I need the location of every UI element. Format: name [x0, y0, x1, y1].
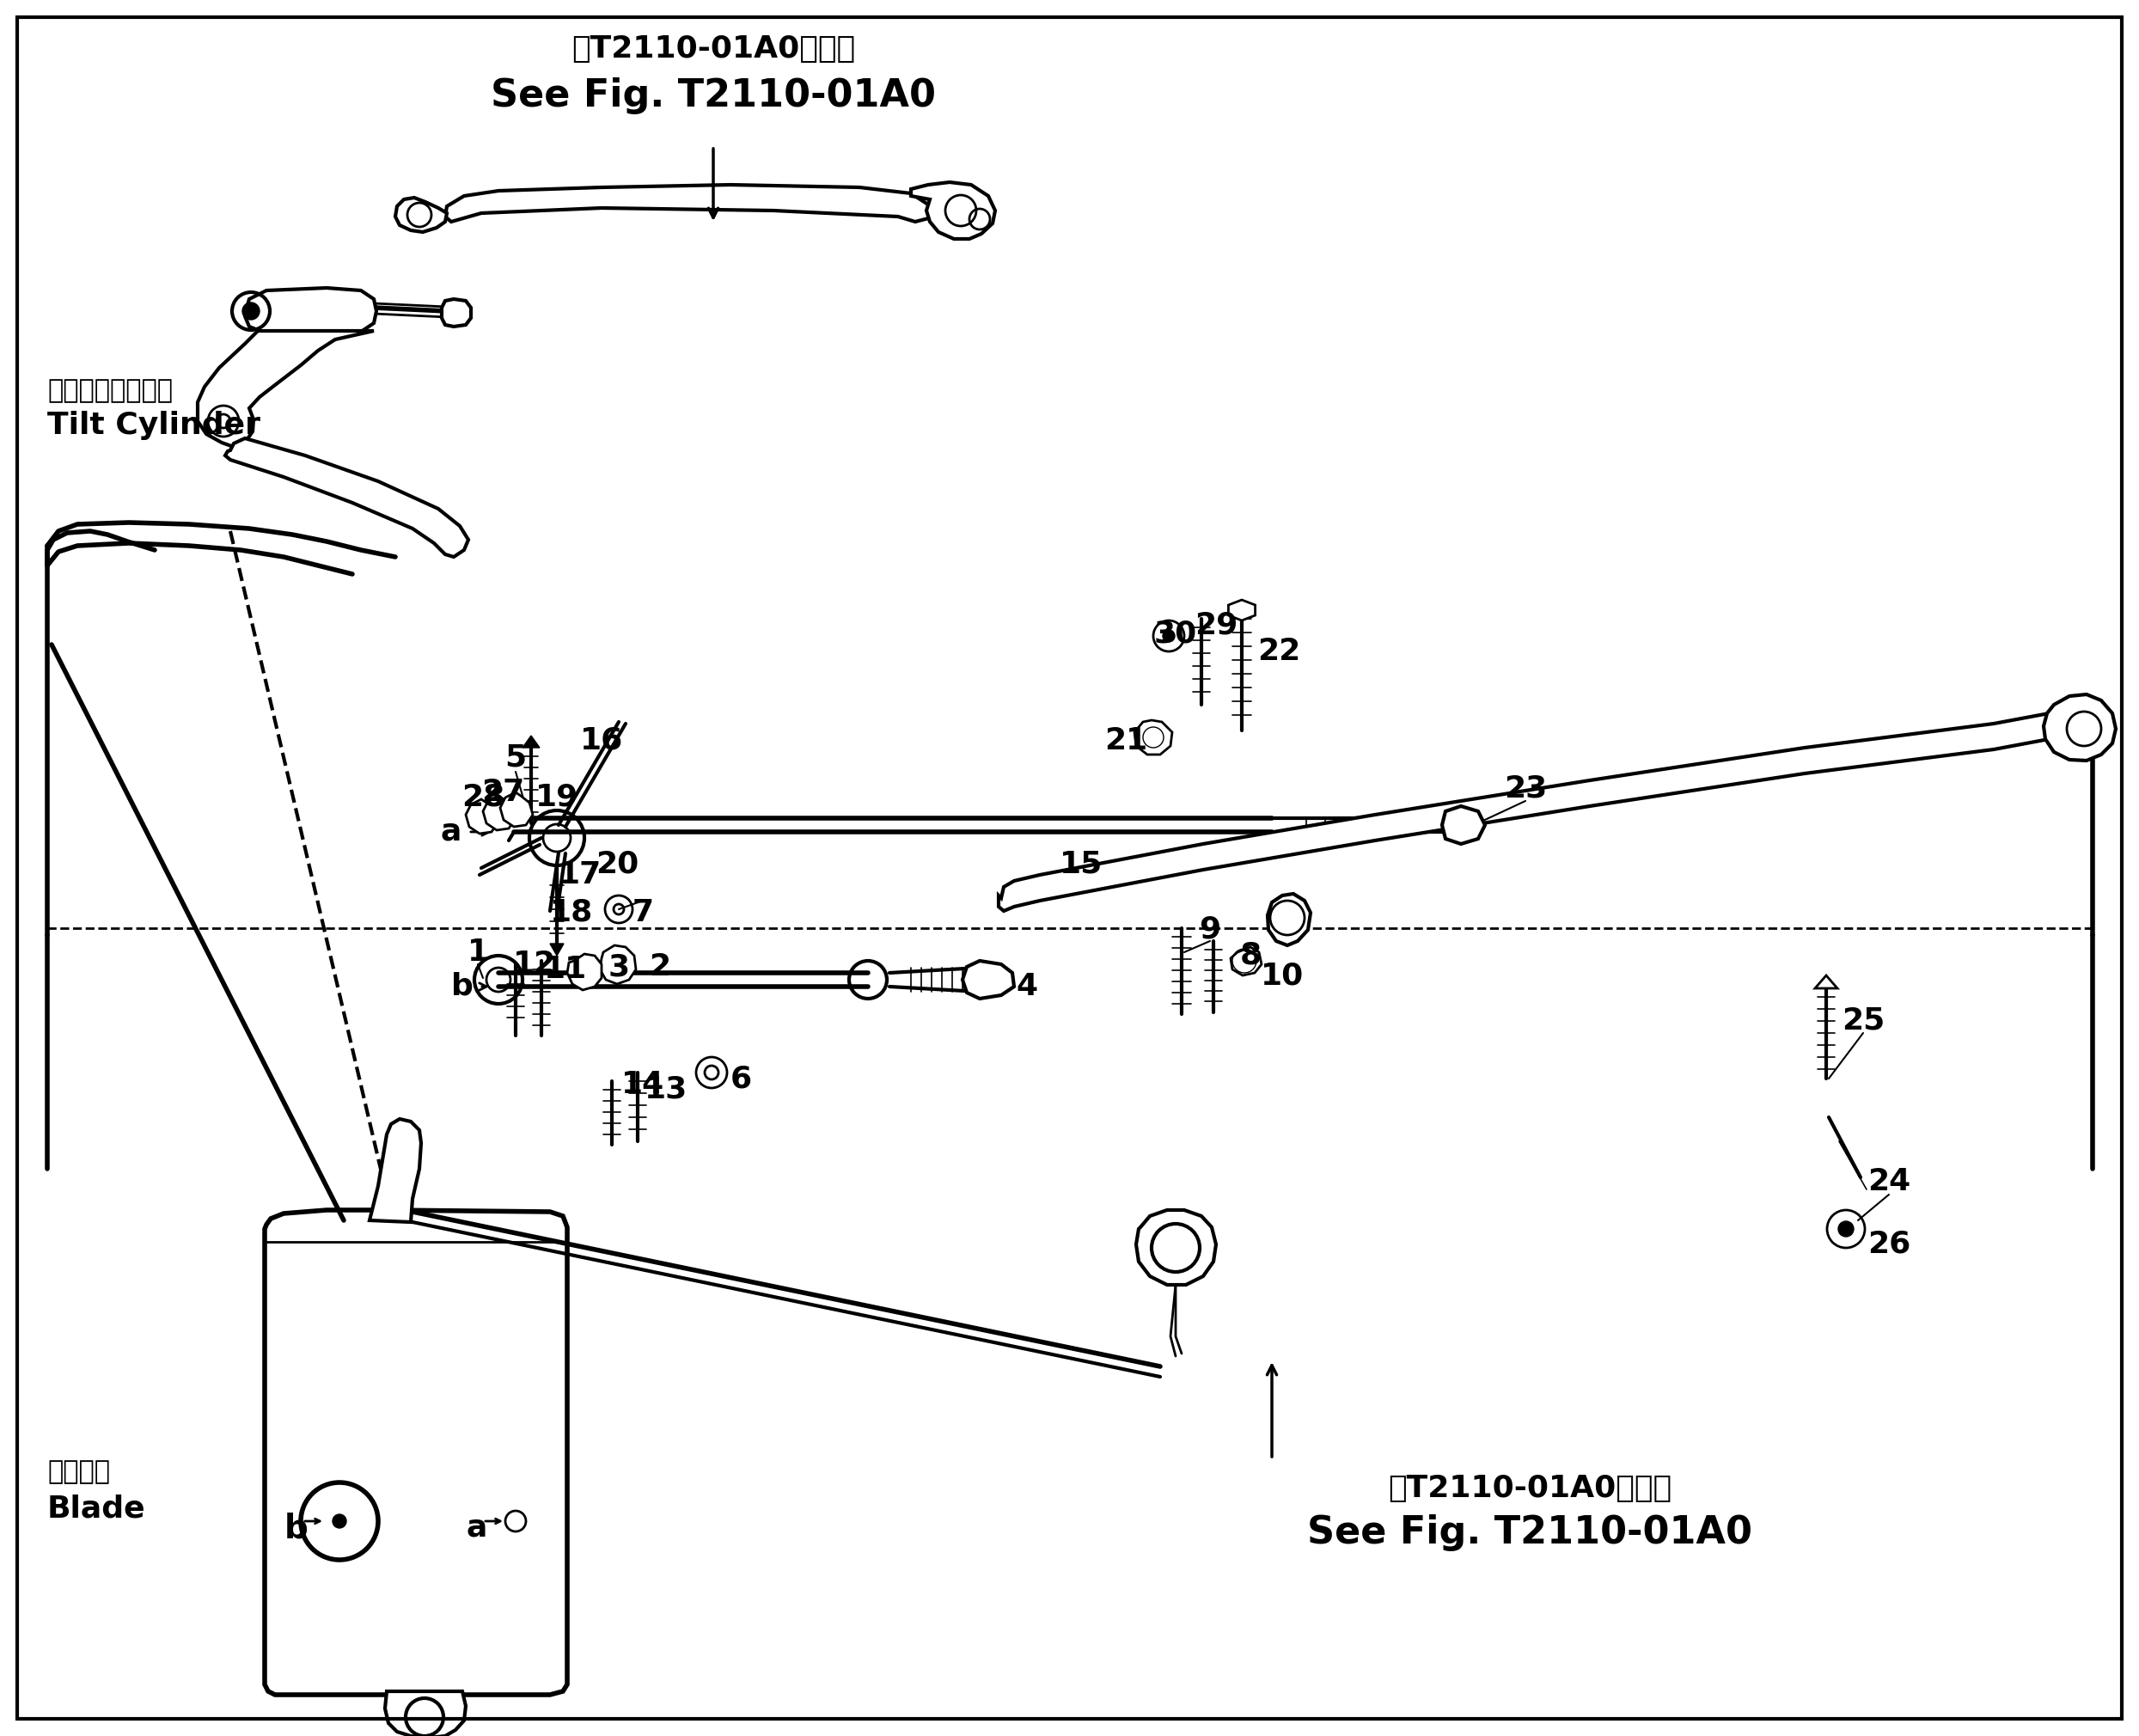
Text: 10: 10 — [1260, 960, 1305, 990]
Text: 3: 3 — [607, 953, 629, 981]
Text: 26: 26 — [1867, 1229, 1910, 1259]
Text: a: a — [441, 818, 462, 847]
Text: 27: 27 — [481, 778, 524, 807]
Polygon shape — [1136, 1210, 1217, 1285]
Polygon shape — [963, 960, 1014, 998]
Text: 17: 17 — [558, 861, 601, 889]
Polygon shape — [550, 944, 565, 955]
Text: 29: 29 — [1194, 611, 1238, 641]
Polygon shape — [1230, 948, 1262, 976]
Text: b: b — [284, 1512, 308, 1545]
Polygon shape — [599, 946, 635, 984]
Text: 28: 28 — [462, 783, 505, 812]
Polygon shape — [567, 955, 601, 990]
Polygon shape — [443, 299, 471, 326]
Polygon shape — [396, 198, 447, 233]
Polygon shape — [911, 182, 995, 240]
Text: 第T2110-01A0図参照: 第T2110-01A0図参照 — [571, 35, 856, 64]
Text: 5: 5 — [505, 743, 526, 773]
Text: 21: 21 — [1104, 726, 1147, 755]
Text: 13: 13 — [644, 1075, 687, 1104]
Circle shape — [332, 1514, 347, 1528]
Text: 22: 22 — [1258, 637, 1301, 667]
Text: 2: 2 — [650, 953, 672, 981]
Text: 15: 15 — [1059, 849, 1104, 878]
Polygon shape — [483, 795, 515, 830]
Text: See Fig. T2110-01A0: See Fig. T2110-01A0 — [490, 78, 937, 115]
Text: 19: 19 — [535, 783, 578, 812]
Circle shape — [1837, 1220, 1855, 1236]
Text: See Fig. T2110-01A0: See Fig. T2110-01A0 — [1307, 1514, 1752, 1552]
Text: 18: 18 — [550, 898, 593, 927]
Text: 23: 23 — [1504, 774, 1546, 804]
Polygon shape — [225, 437, 468, 557]
Text: 6: 6 — [729, 1064, 751, 1094]
Polygon shape — [501, 792, 533, 826]
Polygon shape — [1228, 601, 1256, 620]
Text: Blade: Blade — [47, 1493, 145, 1522]
Text: チルトシリンッダ: チルトシリンッダ — [47, 378, 173, 403]
Polygon shape — [1816, 976, 1837, 988]
Text: Tilt Cylinder: Tilt Cylinder — [47, 411, 261, 439]
Polygon shape — [1134, 720, 1172, 755]
Text: 12: 12 — [513, 950, 556, 979]
Circle shape — [242, 302, 259, 319]
Polygon shape — [445, 184, 935, 222]
Text: 11: 11 — [543, 955, 586, 984]
Text: 24: 24 — [1867, 1167, 1910, 1196]
Text: 20: 20 — [595, 849, 640, 878]
Text: a: a — [466, 1514, 488, 1543]
Polygon shape — [522, 736, 539, 748]
Polygon shape — [2043, 694, 2115, 760]
Text: 14: 14 — [620, 1069, 665, 1099]
Polygon shape — [1442, 806, 1484, 844]
Polygon shape — [466, 799, 498, 833]
Polygon shape — [385, 1691, 466, 1736]
Text: 7: 7 — [631, 898, 655, 927]
Polygon shape — [246, 288, 376, 335]
Text: 25: 25 — [1842, 1007, 1884, 1036]
Text: 4: 4 — [1016, 972, 1037, 1002]
Text: b: b — [451, 972, 473, 1002]
Polygon shape — [1268, 894, 1311, 946]
Text: 30: 30 — [1155, 620, 1198, 649]
Polygon shape — [265, 1210, 567, 1694]
Text: 1: 1 — [466, 937, 488, 967]
Circle shape — [1164, 630, 1174, 642]
Polygon shape — [197, 332, 374, 446]
Polygon shape — [370, 1120, 421, 1222]
Text: 16: 16 — [580, 726, 622, 755]
Text: 8: 8 — [1241, 941, 1262, 970]
Polygon shape — [999, 712, 2066, 911]
Text: ブレード: ブレード — [47, 1460, 109, 1484]
Text: 9: 9 — [1200, 915, 1221, 944]
Text: 第T2110-01A0図参照: 第T2110-01A0図参照 — [1388, 1474, 1671, 1503]
